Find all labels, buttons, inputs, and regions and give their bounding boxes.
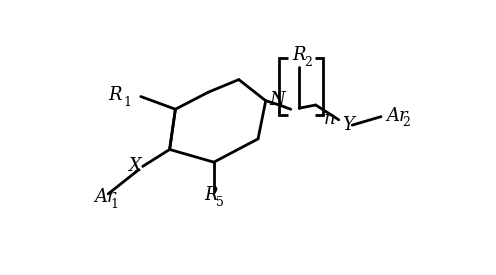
Text: 1: 1 <box>124 96 131 109</box>
Text: R: R <box>204 186 218 204</box>
Text: 2: 2 <box>304 56 312 69</box>
Text: 1: 1 <box>110 198 118 211</box>
Text: Ar: Ar <box>387 107 408 125</box>
Text: 2: 2 <box>402 117 410 130</box>
Text: n: n <box>323 110 335 128</box>
Text: Y: Y <box>342 116 354 134</box>
Text: R: R <box>293 46 306 64</box>
Text: N: N <box>270 91 285 109</box>
Text: R: R <box>108 86 122 104</box>
Text: Ar: Ar <box>95 188 116 206</box>
Text: X: X <box>128 157 141 175</box>
Text: 5: 5 <box>216 196 224 209</box>
